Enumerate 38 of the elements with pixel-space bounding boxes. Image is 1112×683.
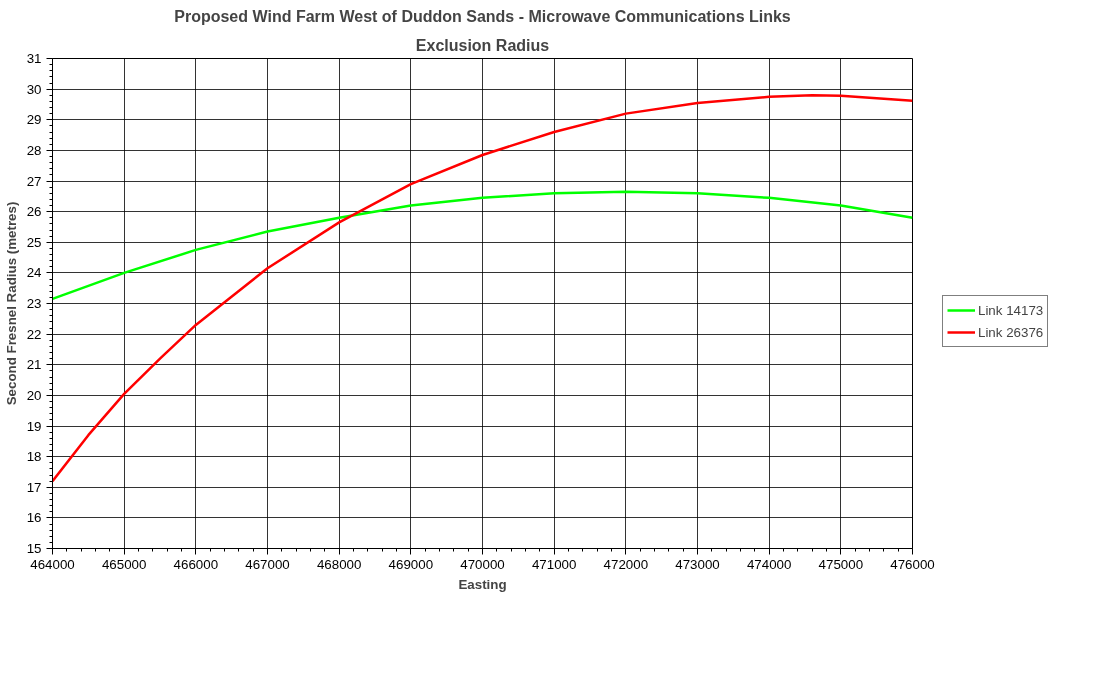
- x-axis-title: Easting: [458, 576, 507, 592]
- y-tick-label: 15: [26, 541, 42, 556]
- y-axis-title: Second Fresnel Radius (metres): [3, 201, 19, 406]
- y-tick-label: 20: [26, 387, 42, 403]
- y-tick-label: 24: [26, 265, 43, 281]
- x-tick-label: 472000: [603, 556, 649, 572]
- x-tick-label: 476000: [890, 556, 935, 572]
- x-tick-label: 473000: [675, 556, 720, 572]
- line-series: [52, 94, 913, 483]
- y-tick-label: 29: [26, 112, 42, 128]
- y-tick-label: 27: [26, 173, 42, 189]
- y-tick-label: 25: [26, 234, 42, 250]
- x-tick-label: 468000: [316, 556, 362, 572]
- y-tick-label: 17: [26, 479, 42, 495]
- y-tick-label: 18: [26, 449, 42, 465]
- x-tick-label: 464000: [30, 556, 75, 572]
- y-tick-label: 23: [26, 296, 42, 311]
- x-tick-label: 475000: [818, 556, 864, 572]
- x-tick-label: 471000: [531, 556, 577, 572]
- y-tick-label: 16: [26, 510, 42, 526]
- x-tick-label: 469000: [388, 556, 434, 572]
- x-tick-label: 474000: [746, 556, 792, 572]
- y-tick-label: 26: [26, 204, 42, 220]
- chart-subtitle: Exclusion Radius: [415, 36, 550, 54]
- legend-label: Link 26376: [978, 324, 1044, 340]
- legend-label: Link 14173: [978, 302, 1044, 318]
- x-tick-label: 467000: [245, 556, 290, 572]
- line-series: [52, 190, 913, 301]
- x-tick-label: 466000: [173, 556, 219, 572]
- x-tick-label: 470000: [460, 556, 505, 572]
- y-tick-label: 31: [26, 51, 42, 66]
- y-tick-label: 21: [26, 357, 42, 373]
- y-tick-label: 28: [26, 142, 42, 158]
- y-tick-label: 30: [26, 81, 42, 97]
- y-tick-label: 19: [26, 418, 42, 434]
- y-tick-label: 22: [26, 326, 42, 342]
- chart-title: Proposed Wind Farm West of Duddon Sands - Microwave Communications Links: [174, 7, 791, 25]
- x-tick-label: 465000: [101, 556, 147, 572]
